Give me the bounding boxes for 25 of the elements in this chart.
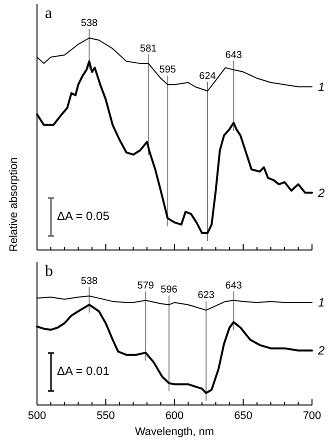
ref-line-label: 579 xyxy=(137,280,154,292)
ref-line-label: 596 xyxy=(160,284,178,296)
x-tick-label: 700 xyxy=(302,410,322,422)
annotation: ΔA = 0.01 xyxy=(57,364,110,378)
y-axis-title: Relative absorption xyxy=(8,157,20,252)
chart-title: b xyxy=(45,263,53,280)
ref-line-label: 624 xyxy=(199,71,216,82)
x-tick-label: 650 xyxy=(234,410,252,422)
series-label: 2 xyxy=(317,344,325,358)
ref-line-label: 538 xyxy=(80,276,98,287)
ref-line-label: 643 xyxy=(225,50,242,61)
annotation: ΔA = 0.05 xyxy=(57,209,110,223)
chart-title: a xyxy=(45,5,52,22)
x-tick-label: 500 xyxy=(28,410,46,422)
x-axis-title: Wavelength, nm xyxy=(134,426,214,438)
ref-line-label: 623 xyxy=(198,290,215,302)
series-label: 1 xyxy=(318,296,325,310)
ref-line-label: 595 xyxy=(159,64,176,76)
series-label: 2 xyxy=(317,186,325,200)
ref-line-label: 643 xyxy=(225,280,242,292)
ref-line-label: 538 xyxy=(80,18,98,29)
x-tick-label: 550 xyxy=(96,410,115,422)
ref-line-label: 581 xyxy=(140,43,158,54)
series-label: 1 xyxy=(318,80,325,94)
x-tick-label: 600 xyxy=(165,410,184,422)
